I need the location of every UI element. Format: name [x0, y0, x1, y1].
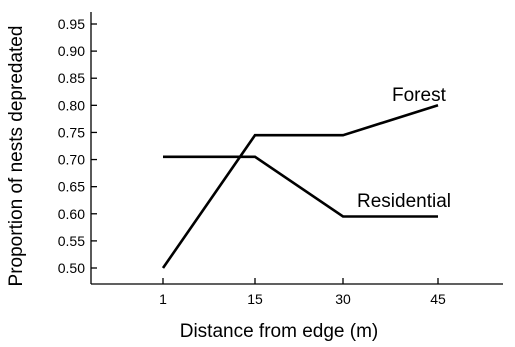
x-tick-label: 45: [430, 291, 446, 307]
series-label-forest: Forest: [392, 85, 447, 106]
x-tick-label: 30: [335, 291, 351, 307]
series-group: Forest Residential: [161, 85, 451, 269]
y-tick-label: 0.60: [58, 206, 85, 222]
x-ticks: 1 15 30 45: [159, 278, 446, 307]
y-ticks: 0.50 0.55 0.60 0.65 0.70 0.75 0.80 0.85 0.90 0.95: [58, 16, 97, 276]
y-tick-label: 0.85: [58, 70, 85, 86]
y-tick-label: 0.70: [58, 152, 85, 168]
series-label-residential: Residential: [357, 191, 451, 212]
y-tick-label: 0.90: [58, 43, 85, 59]
y-tick-label: 0.55: [58, 233, 85, 249]
y-tick-label: 0.95: [58, 16, 85, 32]
x-tick-label: 15: [247, 291, 263, 307]
series-line-residential: [163, 155, 438, 218]
y-tick-label: 0.65: [58, 179, 85, 195]
y-tick-label: 0.80: [58, 97, 85, 113]
y-axis-title: Proportion of nests depredated: [6, 26, 27, 287]
x-axis-title: Distance from edge (m): [180, 321, 379, 342]
y-tick-label: 0.50: [58, 260, 85, 276]
series-line-forest: [161, 104, 439, 269]
y-tick-label: 0.75: [58, 124, 85, 140]
x-tick-label: 1: [159, 291, 167, 307]
axes: [90, 12, 503, 285]
